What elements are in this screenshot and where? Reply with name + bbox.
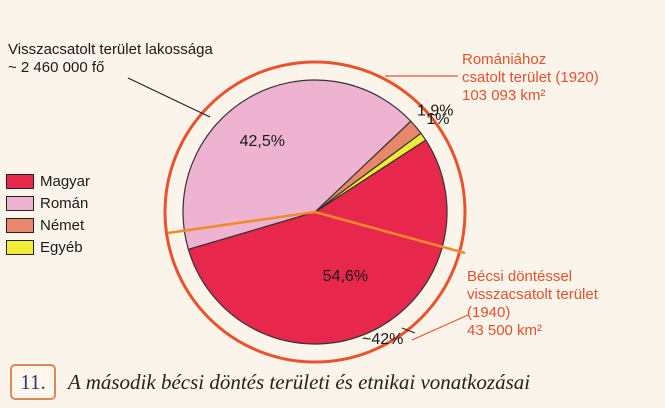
legend-swatch bbox=[6, 217, 34, 233]
population-leader-line bbox=[127, 77, 211, 118]
outer-area-ring bbox=[163, 60, 467, 364]
legend-label: Egyéb bbox=[40, 238, 83, 256]
figure-title: A második bécsi döntés területi és etnik… bbox=[68, 369, 531, 394]
share-label: ~42% bbox=[362, 331, 404, 348]
pie-slice-magyar bbox=[187, 139, 448, 345]
slice-value-label-magyar: 54,6% bbox=[323, 268, 368, 285]
legend-item-egyeb: Egyéb bbox=[6, 236, 90, 258]
legend-item-roman: Román bbox=[6, 192, 90, 214]
legend-swatch bbox=[6, 173, 34, 189]
area-boundary-line bbox=[167, 210, 316, 235]
figure-caption: 11. A második bécsi döntés területi és e… bbox=[10, 362, 660, 402]
share-leader-line bbox=[401, 327, 416, 334]
legend-swatch bbox=[6, 195, 34, 211]
legend-item-magyar: Magyar bbox=[6, 170, 90, 192]
slice-value-label-egyeb: 1% bbox=[426, 111, 449, 128]
legend: Magyar Román Német Egyéb bbox=[6, 170, 90, 258]
pie-chart: 54,6% 42,5% 1,9%1% bbox=[127, 60, 469, 364]
pie-slice-roman bbox=[182, 79, 412, 251]
romania-area-label: Romániához csatolt terület (1920) 103 09… bbox=[462, 51, 599, 104]
population-label: Visszacsatolt terület lakossága ~ 2 460 … bbox=[8, 41, 213, 76]
legend-label: Német bbox=[40, 216, 85, 234]
legend-label: Román bbox=[40, 194, 89, 212]
vienna-leader-line bbox=[411, 314, 469, 341]
legend-item-nemet: Német bbox=[6, 214, 90, 236]
figure-number: 11. bbox=[10, 364, 56, 400]
legend-label: Magyar bbox=[40, 172, 91, 190]
pie-slice-egyeb bbox=[314, 132, 427, 213]
slice-value-label-nemet: 1,9% bbox=[417, 103, 453, 120]
slice-value-label-roman: 42,5% bbox=[240, 133, 285, 150]
area-boundary-line-2 bbox=[314, 210, 466, 255]
legend-swatch bbox=[6, 239, 34, 255]
vienna-area-label: Bécsi döntéssel visszacsatolt terület (1… bbox=[467, 268, 598, 339]
